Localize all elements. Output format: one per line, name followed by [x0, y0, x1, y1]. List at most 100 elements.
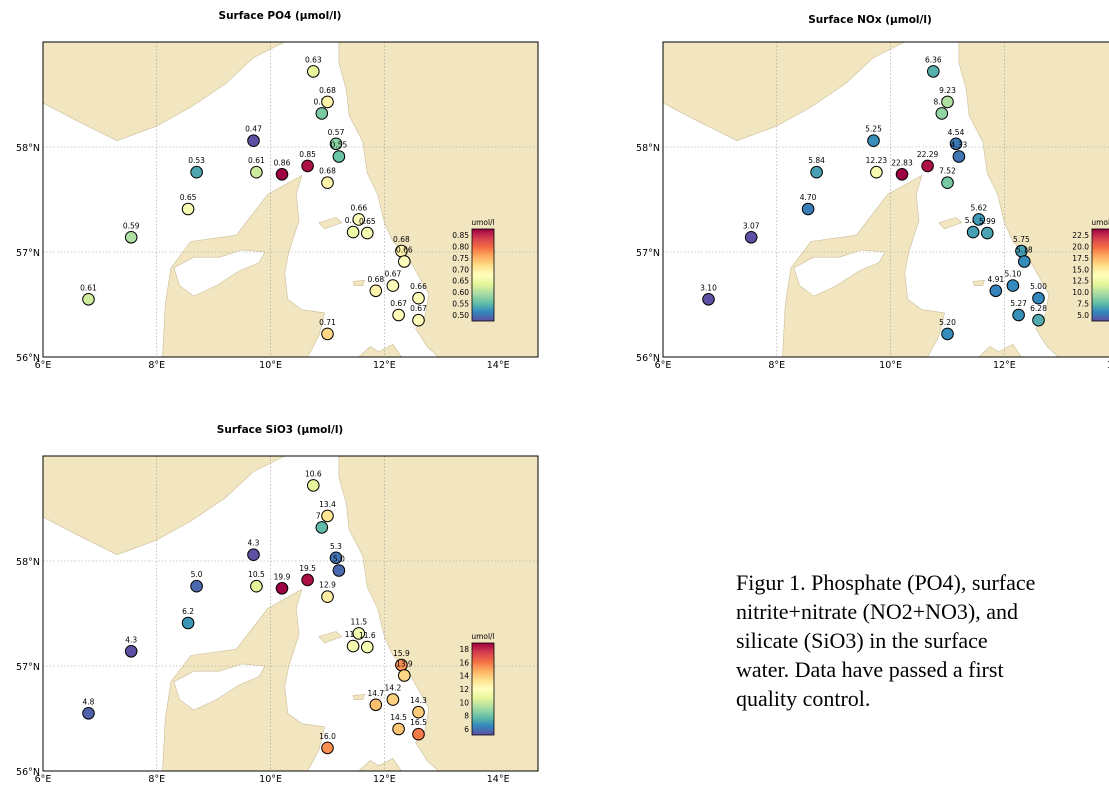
station-marker[interactable]: [398, 669, 411, 682]
station-marker[interactable]: [321, 176, 334, 189]
station-marker[interactable]: [315, 521, 329, 534]
station-marker[interactable]: [398, 255, 411, 268]
station-value-label: 0.67: [385, 270, 402, 279]
colorbar-tick-label: 0.85: [452, 231, 469, 240]
station-marker[interactable]: [315, 107, 329, 120]
station-marker[interactable]: [250, 579, 263, 593]
station-value-label: 19.9: [274, 572, 291, 581]
station-marker[interactable]: [412, 313, 425, 327]
station-marker[interactable]: [386, 693, 400, 706]
station-marker[interactable]: [412, 291, 425, 305]
station-marker[interactable]: [321, 590, 334, 603]
lon-tick-label: 10°E: [259, 360, 282, 371]
station-marker[interactable]: [744, 231, 758, 244]
station-marker[interactable]: [332, 564, 346, 577]
lon-tick-label: 6°E: [35, 774, 52, 785]
station-marker[interactable]: [941, 176, 954, 189]
station-marker[interactable]: [190, 579, 203, 593]
station-marker[interactable]: [346, 639, 360, 653]
station-marker[interactable]: [321, 509, 334, 523]
colorbar-tick-label: 0.65: [452, 277, 469, 286]
station-marker[interactable]: [321, 327, 334, 341]
station-marker[interactable]: [329, 551, 343, 565]
station-marker[interactable]: [82, 707, 95, 720]
station-marker[interactable]: [870, 165, 883, 179]
station-marker[interactable]: [307, 479, 320, 492]
station-marker[interactable]: [190, 165, 203, 179]
station-marker[interactable]: [972, 213, 986, 226]
station-marker[interactable]: [321, 95, 334, 109]
colorbar-tick-label: 14: [459, 672, 469, 681]
station-marker[interactable]: [966, 225, 980, 239]
station-marker[interactable]: [352, 213, 366, 226]
station-marker[interactable]: [921, 159, 934, 173]
station-value-label: 11.5: [350, 617, 367, 626]
station-marker[interactable]: [935, 107, 949, 120]
station-marker[interactable]: [386, 279, 400, 292]
station-marker[interactable]: [369, 284, 383, 298]
station-marker[interactable]: [346, 225, 360, 239]
station-marker[interactable]: [412, 705, 425, 719]
station-marker[interactable]: [329, 137, 343, 151]
colorbar-tick-label: 0.50: [452, 311, 469, 320]
colorbar-gradient: [1091, 228, 1109, 322]
caption-line: nitrite+nitrate (NO2+NO3), and: [736, 599, 1019, 624]
graticule: [43, 456, 538, 771]
station-marker[interactable]: [181, 616, 195, 630]
station-marker[interactable]: [361, 226, 374, 240]
lon-tick-label: 14°E: [1107, 360, 1109, 371]
station-marker[interactable]: [247, 548, 260, 561]
station-value-label: 3.10: [700, 283, 717, 292]
station-marker[interactable]: [247, 134, 260, 147]
station-marker[interactable]: [82, 293, 95, 306]
map-sio3: 6°E 8°E 10°E 12°E 14°E 56°N 57°N 58°N 4.8 4.3 6.2 5…: [16, 455, 539, 785]
station-value-label: 5.18: [1016, 246, 1033, 255]
station-marker[interactable]: [361, 640, 374, 654]
station-marker[interactable]: [1032, 291, 1045, 305]
map-panel-po4: Surface PO4 (µmol/l) 6°E 8°E 10°E 12°E 14°E 5…: [0, 0, 560, 380]
station-marker[interactable]: [412, 727, 425, 741]
station-marker[interactable]: [702, 293, 715, 306]
station-marker[interactable]: [989, 284, 1003, 298]
colorbar-tick-label: 15.0: [1072, 265, 1089, 274]
station-marker[interactable]: [1018, 255, 1031, 268]
station-value-label: 7.52: [939, 167, 956, 176]
station-value-label: 15.9: [393, 649, 410, 658]
station-marker[interactable]: [895, 168, 909, 181]
map-nox: 6°E 8°E 10°E 12°E 14°E 56°N 57°N 58°N 3.10 3.07 4.…: [636, 41, 1109, 371]
station-marker[interactable]: [181, 202, 195, 216]
station-marker[interactable]: [810, 165, 823, 179]
station-marker[interactable]: [801, 202, 815, 216]
station-marker[interactable]: [392, 722, 405, 736]
station-marker[interactable]: [927, 65, 940, 78]
station-value-label: 16.0: [319, 732, 336, 741]
station-marker[interactable]: [275, 582, 289, 595]
station-marker[interactable]: [949, 137, 963, 151]
lat-tick-label: 57°N: [16, 662, 40, 673]
station-marker[interactable]: [124, 645, 138, 658]
colorbar: umol/l22.5 20.0 17.5 15.0 12.5 10.0 7.5 5.0: [1072, 218, 1109, 322]
station-marker[interactable]: [941, 95, 954, 109]
station-marker[interactable]: [941, 327, 954, 341]
station-marker[interactable]: [952, 150, 966, 163]
station-marker[interactable]: [981, 226, 994, 240]
station-marker[interactable]: [321, 741, 334, 755]
station-marker[interactable]: [369, 698, 383, 712]
station-marker[interactable]: [124, 231, 138, 244]
station-value-label: 0.61: [248, 156, 265, 165]
station-marker[interactable]: [301, 573, 314, 587]
station-marker[interactable]: [1012, 308, 1025, 322]
map-title: Surface SiO3 (µmol/l): [216, 424, 344, 436]
station-marker[interactable]: [307, 65, 320, 78]
station-value-label: 0.61: [80, 283, 97, 292]
station-marker[interactable]: [332, 150, 346, 163]
station-marker[interactable]: [1032, 313, 1045, 327]
station-marker[interactable]: [301, 159, 314, 173]
station-marker[interactable]: [250, 165, 263, 179]
station-marker[interactable]: [1006, 279, 1020, 292]
station-marker[interactable]: [275, 168, 289, 181]
station-marker[interactable]: [352, 627, 366, 640]
station-marker[interactable]: [867, 134, 880, 147]
station-marker[interactable]: [392, 308, 405, 322]
station-value-label: 0.68: [319, 167, 336, 176]
